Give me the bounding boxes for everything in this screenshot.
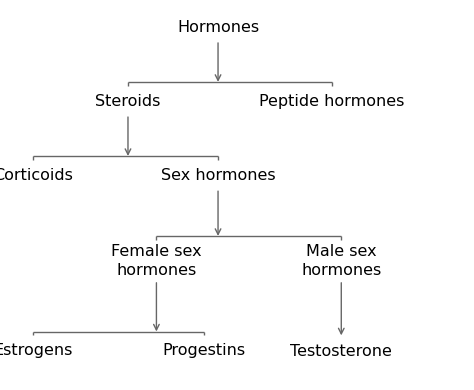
Text: Corticoids: Corticoids <box>0 168 73 183</box>
Text: Steroids: Steroids <box>95 94 161 109</box>
Text: Male sex
hormones: Male sex hormones <box>301 245 382 278</box>
Text: Testosterone: Testosterone <box>291 344 392 358</box>
Text: Peptide hormones: Peptide hormones <box>259 94 404 109</box>
Text: Female sex
hormones: Female sex hormones <box>111 245 202 278</box>
Text: Hormones: Hormones <box>177 20 259 35</box>
Text: Progestins: Progestins <box>162 344 246 358</box>
Text: Estrogens: Estrogens <box>0 344 73 358</box>
Text: Sex hormones: Sex hormones <box>161 168 275 183</box>
